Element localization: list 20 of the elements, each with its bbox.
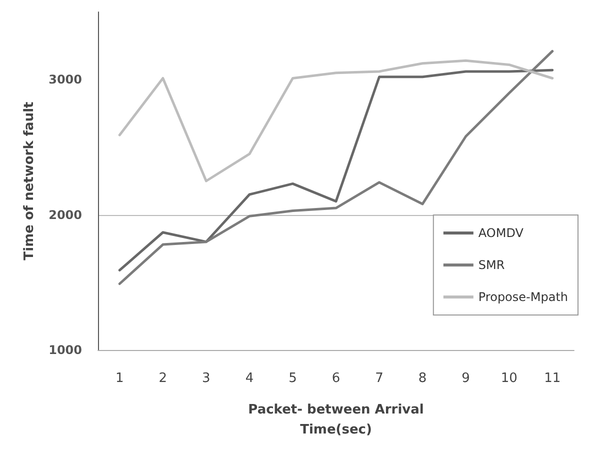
- x-tick-label: 6: [332, 371, 340, 386]
- y-tick-label: 3000: [48, 72, 82, 87]
- legend-label: SMR: [478, 258, 505, 272]
- x-tick-label: 1: [115, 371, 124, 386]
- x-tick-label: 5: [288, 371, 297, 386]
- x-axis-title: Packet- between Arrival Time(sec): [248, 402, 424, 438]
- x-tick-label: 9: [462, 371, 470, 386]
- x-tick-label: 4: [245, 371, 254, 386]
- x-tick-label: 10: [500, 371, 518, 386]
- y-tick-label: 2000: [48, 208, 82, 222]
- x-tick-label: 3: [202, 371, 210, 386]
- x-tick-label: 2: [158, 371, 168, 386]
- x-tick-label: 11: [544, 371, 561, 386]
- y-tick-label: 1000: [48, 343, 82, 357]
- legend-label: Propose-Mpath: [478, 290, 568, 304]
- line-series: [118, 59, 554, 182]
- x-tick-label: 8: [418, 371, 427, 386]
- legend-label: AOMDV: [478, 226, 524, 240]
- x-tick-label: 7: [375, 371, 384, 386]
- y-axis-title: Time of network fault: [22, 102, 37, 260]
